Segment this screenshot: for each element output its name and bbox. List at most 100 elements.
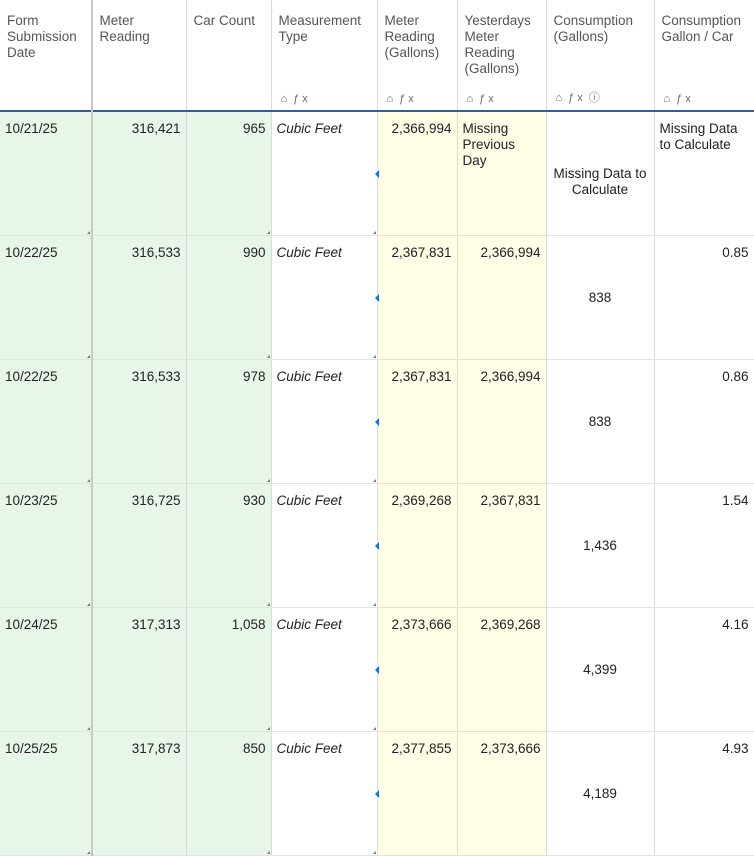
cell-value: Missing Data to Calculate bbox=[659, 121, 738, 152]
cell-car-count[interactable]: 930 bbox=[186, 483, 272, 608]
cell-value: 4.16 bbox=[722, 617, 749, 632]
cell-value: 850 bbox=[242, 741, 266, 756]
column-header-label: Consumption Gallon / Car bbox=[661, 13, 742, 44]
column-header-label: Form Submission Date bbox=[7, 13, 77, 60]
cell-corner-marker bbox=[87, 603, 90, 606]
cell-yesterday-gallons[interactable]: 2,367,831 bbox=[457, 483, 547, 608]
cell-consumption-per-car[interactable]: 1.54 bbox=[654, 483, 754, 608]
cell-yesterday-gallons[interactable]: Missing Previous Day bbox=[457, 111, 547, 236]
cell-meter-gallons[interactable]: 2,369,268 bbox=[374, 483, 458, 608]
cell-value: Cubic Feet bbox=[276, 245, 342, 260]
column-header-yesterdays-meter-reading[interactable]: Yesterdays Meter Reading (Gallons) ⌂ ƒx bbox=[457, 0, 547, 112]
cell-date[interactable]: 10/24/25 bbox=[0, 607, 93, 732]
cell-corner-marker bbox=[266, 479, 270, 482]
cell-measurement-type[interactable]: Cubic Feet bbox=[271, 731, 378, 856]
info-icon[interactable]: ⓘ bbox=[588, 92, 603, 104]
cell-value: 4.93 bbox=[722, 741, 749, 756]
cell-measurement-type[interactable]: Cubic Feet bbox=[271, 607, 378, 732]
cell-date[interactable]: 10/21/25 bbox=[0, 111, 93, 236]
cell-meter-reading[interactable]: 317,313 bbox=[92, 607, 187, 732]
cell-value: 838 bbox=[588, 414, 612, 429]
cell-meter-reading[interactable]: 317,873 bbox=[92, 731, 187, 856]
cell-meter-reading[interactable]: 316,533 bbox=[92, 359, 187, 484]
cell-consumption-per-car[interactable]: 4.93 bbox=[654, 731, 754, 856]
frozen-column-divider[interactable] bbox=[91, 0, 93, 853]
cell-measurement-type[interactable]: Cubic Feet bbox=[271, 235, 378, 360]
cell-car-count[interactable]: 978 bbox=[186, 359, 272, 484]
cell-value: 2,373,666 bbox=[391, 617, 452, 632]
cell-value: 316,533 bbox=[131, 369, 181, 384]
table-row[interactable]: 10/21/25 316,421 965 Cubic Feet 2,366,994 Mis… bbox=[0, 111, 754, 236]
cell-measurement-type[interactable]: Cubic Feet bbox=[271, 111, 378, 236]
cell-corner-marker bbox=[266, 727, 270, 730]
cell-yesterday-gallons[interactable]: 2,369,268 bbox=[457, 607, 547, 732]
cell-consumption[interactable]: 838 bbox=[546, 359, 655, 484]
column-header-car-count[interactable]: Car Count bbox=[186, 0, 272, 112]
table-row[interactable]: 10/25/25 317,873 850 Cubic Feet 2,377,855 2,3… bbox=[0, 731, 754, 856]
column-header-label: Meter Reading (Gallons) bbox=[384, 13, 440, 60]
cell-measurement-type[interactable]: Cubic Feet bbox=[271, 359, 378, 484]
cell-car-count[interactable]: 990 bbox=[186, 235, 272, 360]
column-header-consumption-per-car[interactable]: Consumption Gallon / Car ⌂ ƒx bbox=[654, 0, 754, 112]
cell-value: Cubic Feet bbox=[276, 741, 342, 756]
cell-corner-marker bbox=[87, 727, 90, 730]
cell-meter-reading[interactable]: 316,725 bbox=[92, 483, 187, 608]
formula-icon: ƒx bbox=[568, 92, 586, 104]
formula-icon: ƒx bbox=[293, 93, 311, 105]
cell-meter-gallons[interactable]: 2,377,855 bbox=[374, 731, 458, 856]
table-row[interactable]: 10/22/25 316,533 978 Cubic Feet 2,367,831 2,3… bbox=[0, 359, 754, 484]
cell-consumption[interactable]: 1,436 bbox=[546, 483, 655, 608]
cell-measurement-type[interactable]: Cubic Feet bbox=[271, 483, 378, 608]
table-row[interactable]: 10/23/25 316,725 930 Cubic Feet 2,369,268 2,3… bbox=[0, 483, 754, 608]
cell-date[interactable]: 10/23/25 bbox=[0, 483, 93, 608]
cell-meter-gallons[interactable]: 2,366,994 bbox=[374, 111, 458, 236]
column-header-measurement-type[interactable]: Measurement Type ⌂ ƒx bbox=[271, 0, 378, 112]
cell-value: 2,369,268 bbox=[391, 493, 452, 508]
cell-value: 316,421 bbox=[131, 121, 181, 136]
cell-value: 838 bbox=[588, 290, 612, 305]
cell-date[interactable]: 10/22/25 bbox=[0, 235, 93, 360]
cell-corner-marker bbox=[372, 603, 376, 606]
cell-value: Cubic Feet bbox=[276, 121, 342, 136]
cell-consumption[interactable]: Missing Data to Calculate bbox=[546, 111, 655, 236]
cell-consumption-per-car[interactable]: 0.86 bbox=[654, 359, 754, 484]
cell-value: 10/21/25 bbox=[5, 121, 58, 136]
cell-consumption[interactable]: 4,399 bbox=[546, 607, 655, 732]
cell-value: 2,366,994 bbox=[391, 121, 452, 136]
cell-consumption[interactable]: 838 bbox=[546, 235, 655, 360]
cell-value: 1,436 bbox=[583, 538, 617, 553]
column-header-meter-reading-gallons[interactable]: Meter Reading (Gallons) ⌂ ƒx bbox=[377, 0, 458, 112]
table-row[interactable]: 10/24/25 317,313 1,058 Cubic Feet 2,373,666 2… bbox=[0, 607, 754, 732]
column-header-consumption-gallons[interactable]: Consumption (Gallons) ⌂ ƒx ⓘ bbox=[546, 0, 655, 112]
cell-value: 2,367,831 bbox=[480, 493, 541, 508]
cell-consumption[interactable]: 4,189 bbox=[546, 731, 655, 856]
cell-value: 317,313 bbox=[131, 617, 181, 632]
column-header-meter-reading[interactable]: Meter Reading bbox=[92, 0, 187, 112]
lock-icon: ⌂ bbox=[280, 93, 291, 105]
column-header-form-submission-date[interactable]: Form Submission Date bbox=[0, 0, 93, 112]
lock-icon: ⌂ bbox=[663, 93, 674, 105]
cell-yesterday-gallons[interactable]: 2,366,994 bbox=[457, 359, 547, 484]
cell-value: 2,366,994 bbox=[480, 245, 541, 260]
cell-meter-reading[interactable]: 316,421 bbox=[92, 111, 187, 236]
cell-consumption-per-car[interactable]: 4.16 bbox=[654, 607, 754, 732]
cell-car-count[interactable]: 1,058 bbox=[186, 607, 272, 732]
cell-consumption-per-car[interactable]: Missing Data to Calculate bbox=[654, 111, 754, 236]
cell-date[interactable]: 10/22/25 bbox=[0, 359, 93, 484]
column-icons: ⌂ ƒx bbox=[281, 93, 314, 105]
table-row[interactable]: 10/22/25 316,533 990 Cubic Feet 2,367,831 2,3… bbox=[0, 235, 754, 360]
cell-car-count[interactable]: 965 bbox=[186, 111, 272, 236]
cell-meter-gallons[interactable]: 2,373,666 bbox=[374, 607, 458, 732]
cell-consumption-per-car[interactable]: 0.85 bbox=[654, 235, 754, 360]
cell-value: 978 bbox=[242, 369, 266, 384]
cell-meter-gallons[interactable]: 2,367,831 bbox=[374, 359, 458, 484]
cell-date[interactable]: 10/25/25 bbox=[0, 731, 93, 856]
cell-meter-gallons[interactable]: 2,367,831 bbox=[374, 235, 458, 360]
cell-meter-reading[interactable]: 316,533 bbox=[92, 235, 187, 360]
cell-yesterday-gallons[interactable]: 2,373,666 bbox=[457, 731, 547, 856]
cell-corner-marker bbox=[372, 355, 376, 358]
cell-car-count[interactable]: 850 bbox=[186, 731, 272, 856]
cell-yesterday-gallons[interactable]: 2,366,994 bbox=[457, 235, 547, 360]
